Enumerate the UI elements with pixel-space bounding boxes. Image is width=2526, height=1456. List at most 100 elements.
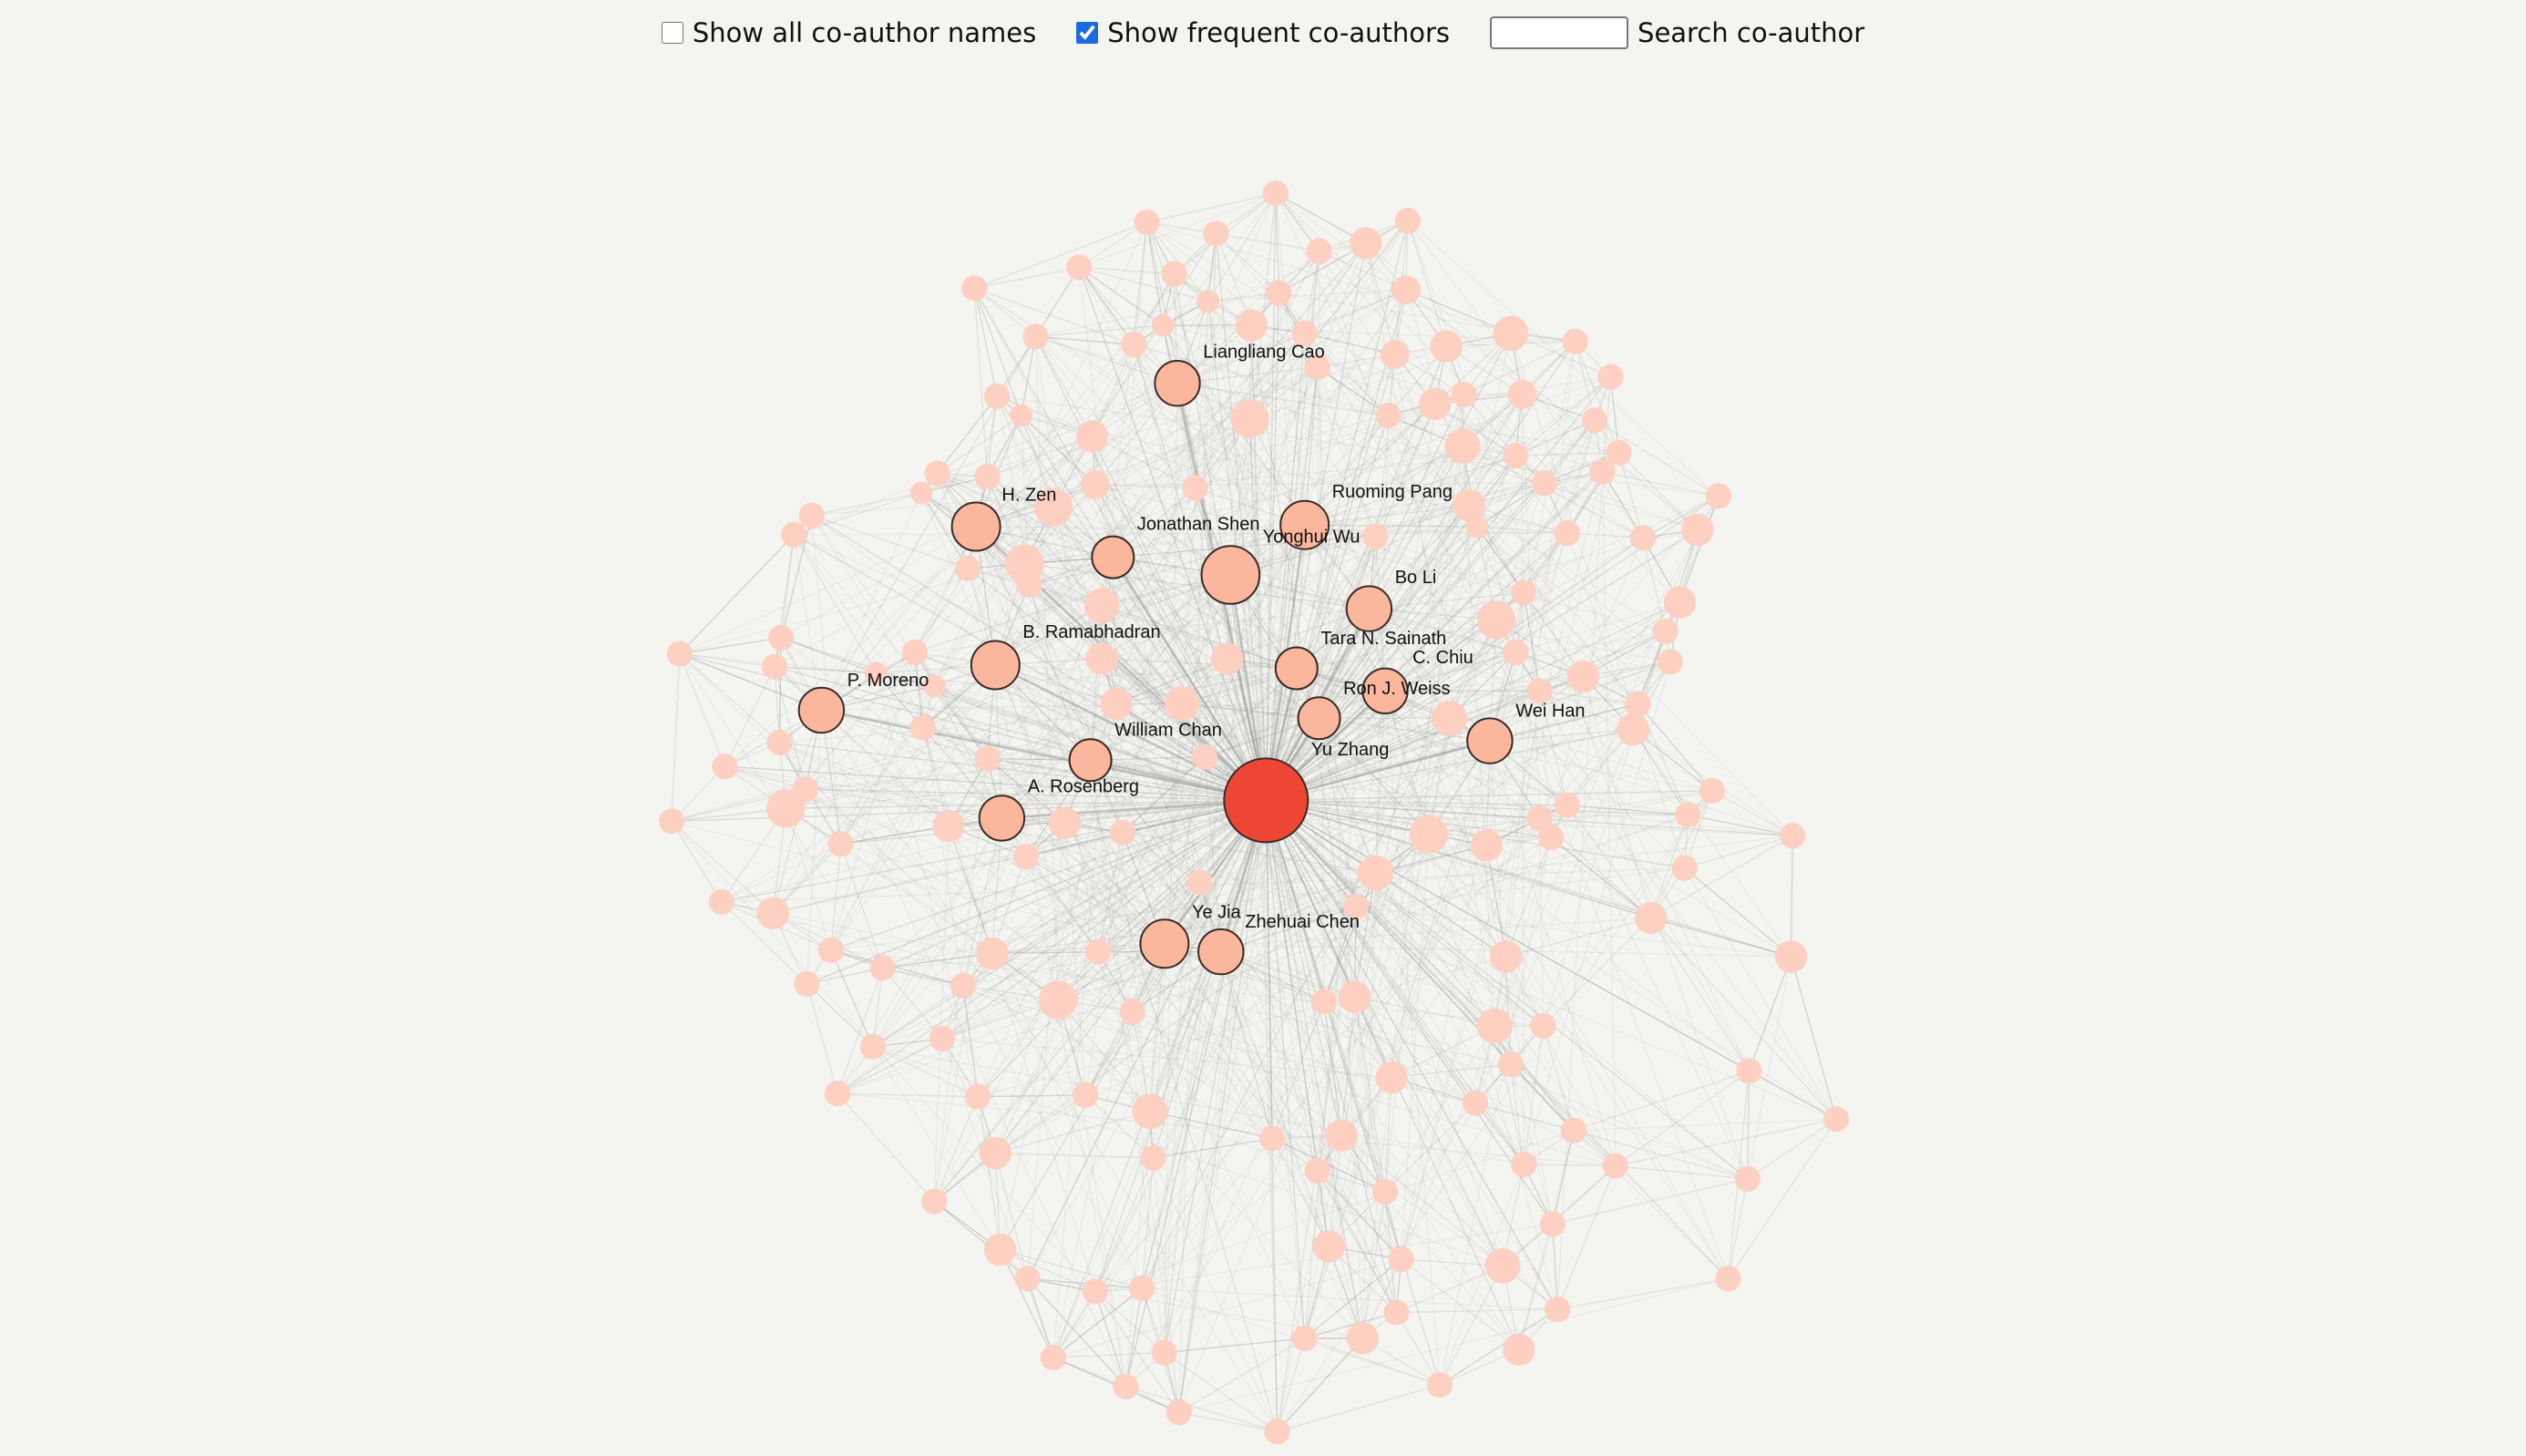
coauthor-node[interactable] [1652, 618, 1679, 645]
coauthor-node[interactable] [1581, 407, 1607, 434]
coauthor-node[interactable] [1493, 315, 1529, 352]
coauthor-node[interactable] [1671, 855, 1698, 881]
coauthor-node[interactable] [1016, 571, 1042, 598]
coauthor-node[interactable] [1430, 330, 1463, 363]
coauthor-node[interactable] [1635, 901, 1668, 935]
coauthor-node[interactable] [1465, 515, 1489, 538]
coauthor-node[interactable] [1562, 328, 1588, 354]
coauthor-node[interactable] [1497, 1051, 1524, 1078]
frequent-coauthor-node[interactable] [1466, 717, 1514, 764]
coauthor-node[interactable] [1140, 1144, 1166, 1171]
coauthor-node[interactable] [1310, 989, 1337, 1015]
coauthor-node[interactable] [1451, 381, 1477, 408]
coauthor-node[interactable] [1409, 815, 1449, 854]
coauthor-node[interactable] [1554, 792, 1580, 818]
coauthor-node[interactable] [1291, 1325, 1318, 1351]
frequent-coauthor-node[interactable] [970, 640, 1021, 691]
coauthor-node[interactable] [1470, 829, 1504, 862]
coauthor-node[interactable] [1338, 980, 1371, 1013]
coauthor-node[interactable] [979, 1136, 1012, 1170]
search-input[interactable] [1490, 16, 1629, 49]
coauthor-node[interactable] [1675, 802, 1701, 828]
coauthor-node[interactable] [1388, 1246, 1414, 1273]
coauthor-node[interactable] [1264, 1419, 1290, 1445]
coauthor-node[interactable] [1012, 844, 1039, 870]
coauthor-node[interactable] [708, 888, 734, 915]
coauthor-node[interactable] [1507, 380, 1537, 409]
coauthor-node[interactable] [1182, 475, 1208, 501]
coauthor-node[interactable] [1304, 354, 1330, 381]
frequent-coauthor-node[interactable] [1361, 667, 1409, 714]
coauthor-node[interactable] [1073, 1082, 1099, 1108]
coauthor-node[interactable] [1566, 660, 1600, 693]
coauthor-node[interactable] [1453, 489, 1485, 522]
coauthor-node[interactable] [1151, 313, 1175, 337]
coauthor-node[interactable] [1657, 649, 1683, 675]
coauthor-node[interactable] [798, 502, 825, 528]
frequent-coauthor-node[interactable] [1068, 738, 1113, 783]
coauthor-node[interactable] [1075, 420, 1109, 453]
coauthor-node[interactable] [1306, 238, 1332, 264]
coauthor-node[interactable] [1375, 1061, 1408, 1094]
coauthor-node[interactable] [1040, 1344, 1066, 1371]
coauthor-node[interactable] [1539, 1211, 1566, 1237]
coauthor-node[interactable] [762, 653, 788, 680]
coauthor-node[interactable] [1617, 713, 1649, 746]
coauthor-node[interactable] [1291, 320, 1318, 346]
frequent-coauthor-node[interactable] [950, 501, 1001, 552]
coauthor-node[interactable] [1081, 470, 1110, 499]
coauthor-node[interactable] [1589, 458, 1616, 485]
frequent-coauthor-node[interactable] [1274, 646, 1319, 691]
coauthor-node[interactable] [1048, 806, 1082, 839]
frequent-coauthor-node[interactable] [1154, 360, 1201, 407]
coauthor-node[interactable] [1085, 642, 1118, 675]
coauthor-node[interactable] [712, 754, 738, 780]
coauthor-node[interactable] [817, 937, 845, 963]
coauthor-node[interactable] [1022, 323, 1049, 350]
coauthor-node[interactable] [983, 1233, 1017, 1266]
search-control[interactable]: Search co-author [1490, 16, 1864, 49]
coauthor-node[interactable] [1346, 1322, 1380, 1355]
show-frequent-control[interactable]: Show frequent co-authors [1076, 17, 1450, 48]
coauthor-node[interactable] [1325, 1119, 1359, 1152]
coauthor-node[interactable] [964, 1083, 991, 1110]
coauthor-node[interactable] [1427, 1371, 1453, 1399]
coauthor-node[interactable] [1119, 998, 1145, 1025]
coauthor-node[interactable] [1186, 869, 1213, 896]
coauthor-node[interactable] [1545, 1296, 1571, 1323]
coauthor-node[interactable] [1489, 940, 1523, 973]
coauthor-node[interactable] [1526, 678, 1553, 704]
coauthor-node[interactable] [869, 955, 896, 981]
coauthor-node[interactable] [922, 674, 946, 698]
coauthor-node[interactable] [1085, 938, 1112, 965]
coauthor-node[interactable] [984, 383, 1011, 409]
coauthor-node[interactable] [1083, 588, 1120, 623]
coauthor-node[interactable] [859, 1033, 887, 1060]
coauthor-node[interactable] [1375, 402, 1402, 429]
frequent-coauthor-node[interactable] [1091, 535, 1135, 579]
coauthor-node[interactable] [1699, 777, 1725, 804]
coauthor-node[interactable] [961, 275, 988, 302]
coauthor-node[interactable] [1362, 523, 1389, 549]
coauthor-node[interactable] [1203, 220, 1229, 247]
coauthor-node[interactable] [1134, 209, 1160, 235]
coauthor-node[interactable] [1192, 743, 1218, 770]
coauthor-node[interactable] [768, 624, 795, 651]
frequent-coauthor-node[interactable] [1200, 545, 1261, 605]
coauthor-node[interactable] [1129, 1275, 1155, 1302]
coauthor-node[interactable] [766, 729, 793, 755]
coauthor-node[interactable] [825, 1081, 851, 1107]
coauthor-node[interactable] [781, 521, 807, 548]
coauthor-node[interactable] [1259, 1125, 1286, 1152]
coauthor-node[interactable] [766, 789, 806, 828]
coauthor-node[interactable] [1010, 404, 1032, 427]
coauthor-node[interactable] [932, 810, 965, 843]
coauthor-node[interactable] [666, 641, 693, 667]
coauthor-node[interactable] [1371, 1178, 1399, 1205]
coauthor-node[interactable] [1705, 483, 1731, 509]
coauthor-node[interactable] [950, 972, 977, 999]
coauthor-node[interactable] [1033, 487, 1073, 527]
coauthor-node[interactable] [1526, 805, 1553, 832]
coauthor-node[interactable] [1380, 340, 1410, 369]
coauthor-node[interactable] [1484, 1247, 1521, 1284]
